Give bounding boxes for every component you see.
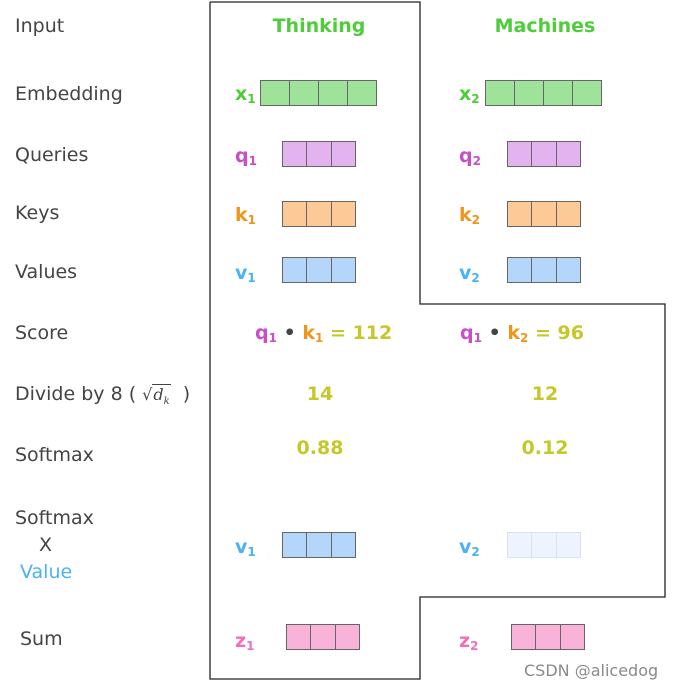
row-label-score: Score	[15, 322, 69, 344]
column-header-machines: Machines	[494, 15, 596, 37]
embedding-label-x2: x2	[459, 83, 480, 106]
query-label-q2: q2	[459, 145, 481, 168]
sum-label-z2: z2	[459, 630, 479, 653]
row-label-softmax-x-value-3: Value	[20, 561, 73, 583]
score-expression-2: q1 • k2 = 96	[460, 322, 584, 345]
divided-score-1: 14	[306, 383, 334, 405]
row-label-divide: Divide by 8 ( √dk )	[15, 383, 190, 407]
divide-suffix: )	[182, 383, 191, 405]
weighted-value-vector-v2	[507, 532, 581, 558]
embedding-vector-x2	[485, 80, 602, 106]
watermark: CSDN @alicedog	[524, 661, 659, 680]
row-label-sum: Sum	[20, 628, 63, 650]
query-label-q1: q1	[235, 145, 257, 168]
score-value-1: 112	[352, 322, 393, 344]
embedding-vector-x1	[260, 80, 377, 106]
row-label-softmax-x-value-1: Softmax	[15, 507, 94, 529]
weighted-value-label-v2: v2	[459, 536, 480, 559]
sum-vector-z2	[511, 624, 585, 650]
key-label-k1: k1	[235, 204, 256, 227]
divided-score-2: 12	[531, 383, 559, 405]
column-header-thinking: Thinking	[272, 15, 366, 37]
value-vector-v1	[282, 257, 356, 283]
divide-prefix: Divide by 8 (	[15, 383, 137, 405]
embedding-label-x1: x1	[235, 83, 256, 106]
row-label-embedding: Embedding	[15, 83, 123, 105]
row-label-softmax: Softmax	[15, 444, 94, 466]
value-label-v2: v2	[459, 262, 480, 285]
row-label-values: Values	[15, 261, 78, 283]
softmax-value-1: 0.88	[296, 437, 344, 459]
score-expression-1: q1 • k1 = 112	[255, 322, 393, 345]
row-label-softmax-x-value-2: X	[39, 534, 53, 556]
sqrt-dk-formula: √dk	[142, 384, 171, 408]
sum-vector-z1	[286, 624, 360, 650]
sum-label-z1: z1	[235, 630, 255, 653]
row-label-queries: Queries	[15, 144, 89, 166]
key-vector-k2	[507, 201, 581, 227]
query-vector-q2	[507, 141, 581, 167]
row-label-input: Input	[15, 15, 65, 37]
key-vector-k1	[282, 201, 356, 227]
softmax-value-2: 0.12	[521, 437, 569, 459]
row-label-keys: Keys	[15, 202, 60, 224]
value-label-v1: v1	[235, 262, 256, 285]
weighted-value-label-v1: v1	[235, 536, 256, 559]
query-vector-q1	[282, 141, 356, 167]
weighted-value-vector-v1	[282, 532, 356, 558]
score-value-2: 96	[557, 322, 584, 344]
value-vector-v2	[507, 257, 581, 283]
key-label-k2: k2	[459, 204, 480, 227]
